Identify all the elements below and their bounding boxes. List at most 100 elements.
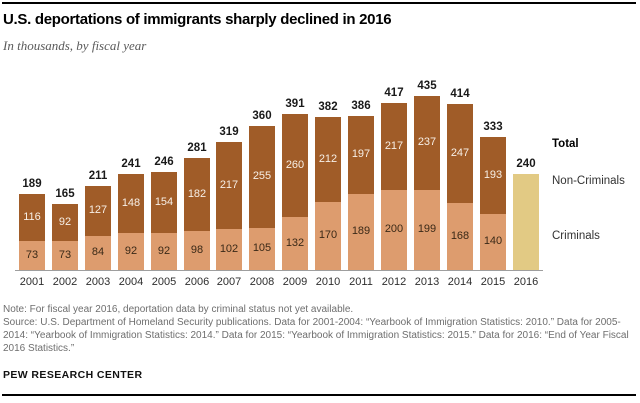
bar-segment-non-criminals-2011	[348, 116, 374, 194]
bar-total-label-2015: 333	[483, 121, 503, 133]
bar-segment-non-criminals-2015	[480, 137, 506, 214]
footnote-block: Note: For fiscal year 2016, deportation …	[3, 303, 638, 355]
bar-value-criminals-2003: 84	[91, 246, 105, 258]
bar-value-non-criminals-2015: 193	[483, 168, 503, 181]
legend-non-criminals-label: Non-Criminals	[552, 175, 625, 187]
bar-total-label-2006: 281	[187, 142, 207, 154]
bar-total-label-2004: 241	[121, 158, 141, 170]
bar-segment-criminals-2004	[118, 233, 144, 270]
bar-segment-non-criminals-2006	[184, 158, 210, 231]
bar-segment-criminals-2002	[52, 241, 78, 270]
x-tick-label-2002: 2002	[52, 276, 78, 288]
bar-total-label-2014: 414	[450, 88, 470, 100]
x-tick-label-2009: 2009	[282, 276, 308, 288]
bar-segment-non-criminals-2010	[315, 117, 341, 202]
bar-value-criminals-2015: 140	[483, 235, 503, 247]
bar-value-non-criminals-2001: 116	[23, 210, 41, 223]
x-tick-label-2016: 2016	[513, 276, 539, 288]
bar-value-non-criminals-2002: 92	[58, 215, 72, 228]
bar-segment-non-criminals-2009	[282, 114, 308, 217]
bar-value-criminals-2013: 199	[417, 223, 437, 235]
top-rule	[2, 2, 636, 4]
x-tick-label-2008: 2008	[249, 276, 275, 288]
x-tick-label-2001: 2001	[19, 276, 45, 288]
bar-segment-criminals-2009	[282, 217, 308, 270]
x-tick-label-2010: 2010	[315, 276, 341, 288]
bar-segment-criminals-2011	[348, 194, 374, 270]
bar-total-label-2005: 246	[154, 156, 174, 168]
bar-segment-non-criminals-2001	[19, 194, 45, 241]
x-axis-line	[15, 270, 543, 271]
bar-value-non-criminals-2003: 127	[88, 204, 108, 216]
bar-total-label-2011: 386	[351, 100, 371, 112]
bar-segment-criminals-2010	[315, 202, 341, 270]
bar-total-label-2012: 417	[384, 87, 404, 99]
bar-segment-non-criminals-2013	[414, 96, 440, 190]
bar-segment-non-criminals-2003	[85, 186, 111, 236]
bar-value-criminals-2014: 168	[450, 229, 470, 242]
chart-subtitle: In thousands, by fiscal year	[3, 38, 147, 53]
legend-total-label: Total	[552, 138, 579, 150]
bar-value-criminals-2007: 102	[219, 242, 239, 255]
bar-total-label-2010: 382	[318, 101, 338, 113]
bar-total-label-2007: 319	[219, 126, 239, 138]
bar-segment-criminals-2012	[381, 190, 407, 270]
bar-segment-total-only-2016	[513, 174, 539, 270]
bar-value-criminals-2002: 73	[58, 248, 72, 261]
bar-value-non-criminals-2012: 217	[384, 139, 404, 152]
x-tick-label-2013: 2013	[414, 276, 440, 288]
page-title: U.S. deportations of immigrants sharply …	[3, 11, 392, 28]
bar-segment-criminals-2003	[85, 236, 111, 270]
bar-segment-non-criminals-2012	[381, 103, 407, 190]
bar-value-non-criminals-2010: 212	[318, 152, 338, 165]
bar-total-label-2016: 240	[516, 158, 536, 170]
bar-segment-non-criminals-2014	[447, 104, 473, 203]
bar-value-criminals-2009: 132	[285, 236, 305, 249]
x-tick-label-2005: 2005	[151, 276, 177, 288]
bar-value-criminals-2001: 73	[25, 248, 39, 261]
bar-segment-criminals-2007	[216, 229, 242, 270]
bar-value-criminals-2005: 92	[157, 244, 171, 257]
bar-value-criminals-2006: 98	[190, 243, 204, 256]
x-tick-label-2007: 2007	[216, 276, 242, 288]
x-tick-label-2012: 2012	[381, 276, 407, 288]
bar-value-criminals-2011: 189	[351, 225, 371, 237]
x-tick-label-2015: 2015	[480, 276, 506, 288]
bar-segment-criminals-2005	[151, 233, 177, 270]
bar-segment-non-criminals-2004	[118, 174, 144, 233]
x-tick-label-2011: 2011	[349, 276, 373, 288]
bar-segment-criminals-2006	[184, 231, 210, 270]
legend-criminals-label: Criminals	[552, 230, 600, 242]
bar-segment-criminals-2013	[414, 190, 440, 270]
bar-value-non-criminals-2008: 255	[252, 170, 272, 182]
brand-pew-research-center: PEW RESEARCH CENTER	[3, 369, 143, 381]
bar-segment-criminals-2015	[480, 214, 506, 270]
bottom-rule	[2, 394, 636, 396]
x-tick-label-2006: 2006	[184, 276, 210, 288]
bar-value-criminals-2010: 170	[318, 229, 338, 241]
bar-segment-non-criminals-2008	[249, 126, 275, 228]
bar-segment-criminals-2014	[447, 203, 473, 270]
x-tick-label-2003: 2003	[85, 276, 111, 288]
bar-value-criminals-2008: 105	[252, 242, 272, 254]
source-text: Source: U.S. Department of Homeland Secu…	[3, 317, 629, 354]
bar-value-non-criminals-2014: 247	[450, 146, 470, 159]
bar-value-criminals-2012: 200	[384, 223, 404, 235]
note-text: Note: For fiscal year 2016, deportation …	[3, 304, 354, 315]
x-tick-label-2014: 2014	[447, 276, 473, 288]
bar-total-label-2013: 435	[417, 80, 437, 92]
bar-value-non-criminals-2013: 237	[417, 136, 437, 148]
bar-segment-criminals-2008	[249, 228, 275, 270]
bar-total-label-2003: 211	[88, 170, 108, 182]
bar-value-non-criminals-2011: 197	[351, 148, 371, 160]
bar-value-non-criminals-2009: 260	[285, 158, 305, 171]
bar-segment-non-criminals-2007	[216, 142, 242, 229]
bar-value-non-criminals-2004: 148	[121, 196, 141, 209]
bar-segment-non-criminals-2005	[151, 172, 177, 233]
bar-total-label-2001: 189	[22, 178, 42, 190]
bar-value-criminals-2004: 92	[124, 244, 138, 257]
bar-value-non-criminals-2007: 217	[219, 178, 239, 191]
bar-total-label-2008: 360	[252, 110, 272, 122]
